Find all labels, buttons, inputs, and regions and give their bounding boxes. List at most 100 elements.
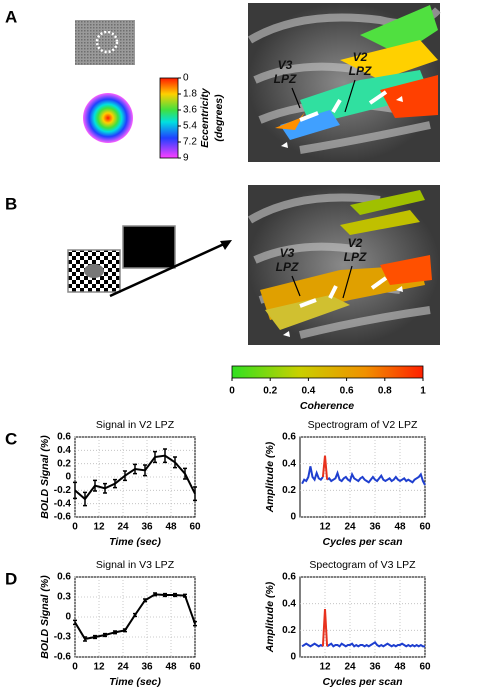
colorbar-label: (degrees) xyxy=(213,94,225,142)
error-bar xyxy=(163,448,167,464)
error-bar xyxy=(83,636,87,642)
annotation-text: LPZ xyxy=(349,64,372,78)
colorbar-label: Eccentricity xyxy=(199,87,211,148)
x-tick-label: 12 xyxy=(319,662,331,673)
y-tick-label: 0.4 xyxy=(57,445,71,456)
x-tick-label: 60 xyxy=(419,662,431,673)
y-tick-label: 0.6 xyxy=(282,572,296,583)
x-tick-label: 24 xyxy=(344,522,356,533)
colorbar-tick-label: 0 xyxy=(229,386,235,397)
error-bar xyxy=(133,612,137,618)
annotation-text: LPZ xyxy=(274,72,297,86)
colorbar-tick-label: 1.8 xyxy=(183,89,197,100)
y-tick-label: 0.2 xyxy=(282,625,296,636)
error-bar xyxy=(163,592,167,598)
colorbar-tick-label: 5.4 xyxy=(183,121,197,132)
error-bar xyxy=(153,450,157,464)
y-tick-label: -0.6 xyxy=(54,652,72,663)
error-bar xyxy=(103,482,107,494)
x-axis-label: Time (sec) xyxy=(109,536,161,548)
error-bar xyxy=(193,620,197,627)
data-line xyxy=(301,466,324,485)
panel-label: C xyxy=(5,429,17,448)
checkerboard-center xyxy=(84,264,104,278)
data-line xyxy=(321,608,329,647)
colorbar-tick-label: 7.2 xyxy=(183,137,197,148)
data-line xyxy=(326,469,426,486)
x-tick-label: 0 xyxy=(72,522,78,533)
arrow-head xyxy=(220,240,232,250)
colorbar-tick-label: 9 xyxy=(183,153,189,164)
x-tick-label: 36 xyxy=(369,662,381,673)
eccentricity-colorbar xyxy=(159,77,179,159)
y-tick-label: 0 xyxy=(65,472,71,483)
error-bar xyxy=(183,467,187,480)
annotation-text: V2 xyxy=(348,236,363,250)
error-bar xyxy=(113,478,117,489)
colorbar-tick-label: 0.4 xyxy=(301,386,315,397)
brain-image-a xyxy=(247,3,441,162)
stimulus-ring xyxy=(95,30,119,54)
x-tick-label: 60 xyxy=(419,522,431,533)
panel-label: D xyxy=(5,569,17,588)
error-bar xyxy=(183,593,187,598)
colorbar-tick-label: 0.8 xyxy=(378,386,392,397)
error-bar xyxy=(103,632,107,638)
x-tick-label: 48 xyxy=(165,522,177,533)
error-bar xyxy=(143,598,147,603)
error-bar xyxy=(73,619,77,626)
blank-stimulus xyxy=(122,225,176,269)
time-arrow xyxy=(109,242,225,298)
error-bar xyxy=(83,491,87,507)
y-tick-label: 0.4 xyxy=(282,598,296,609)
x-tick-label: 60 xyxy=(189,662,201,673)
x-tick-label: 0 xyxy=(72,662,78,673)
y-tick-label: -0.4 xyxy=(54,498,72,509)
y-tick-label: 0.6 xyxy=(282,432,296,443)
x-tick-label: 36 xyxy=(141,662,153,673)
y-axis-label: Amplitude (%) xyxy=(264,581,276,653)
y-axis-label: BOLD Signal (%) xyxy=(39,435,51,519)
y-tick-label: 0 xyxy=(290,652,296,663)
annotation: V3 LPZ V2 LPZ xyxy=(276,236,403,337)
y-tick-label: 0.2 xyxy=(282,485,296,496)
colorbar-label: Coherence xyxy=(300,400,354,412)
x-axis-label: Cycles per scan xyxy=(323,536,403,548)
data-line xyxy=(321,455,329,480)
stimulus-image xyxy=(75,20,135,65)
colorbar-tick-label: 0.2 xyxy=(263,386,277,397)
x-tick-label: 24 xyxy=(344,662,356,673)
error-bar xyxy=(123,470,127,482)
x-tick-label: 48 xyxy=(394,662,406,673)
error-bar xyxy=(73,481,77,500)
error-bar xyxy=(123,628,127,633)
x-tick-label: 36 xyxy=(369,522,381,533)
annotation-text: V3 xyxy=(280,246,295,260)
annotation-text: LPZ xyxy=(276,260,299,274)
plot-area xyxy=(299,576,426,658)
coherence-colorbar xyxy=(231,365,424,379)
x-tick-label: 48 xyxy=(394,522,406,533)
error-bar xyxy=(113,630,117,635)
x-tick-label: 36 xyxy=(141,522,153,533)
error-bar xyxy=(93,634,97,640)
panel-label: B xyxy=(5,194,17,213)
annotation-text: LPZ xyxy=(344,250,367,264)
y-tick-label: 0.2 xyxy=(57,458,71,469)
y-axis-label: BOLD Signal (%) xyxy=(39,575,51,659)
y-tick-label: -0.6 xyxy=(54,512,72,523)
error-bar xyxy=(133,463,137,475)
y-tick-label: 0.3 xyxy=(57,592,71,603)
x-tick-label: 12 xyxy=(93,522,105,533)
color-wheel xyxy=(83,93,133,143)
data-line xyxy=(326,640,425,648)
x-tick-label: 24 xyxy=(117,662,129,673)
colorbar-tick-label: 0.6 xyxy=(340,386,354,397)
checkerboard-stimulus xyxy=(67,249,121,293)
x-tick-label: 24 xyxy=(117,522,129,533)
x-tick-label: 60 xyxy=(189,522,201,533)
x-axis-label: Time (sec) xyxy=(109,676,161,687)
error-bar xyxy=(93,479,97,492)
colorbar-tick-label: 3.6 xyxy=(183,105,197,116)
